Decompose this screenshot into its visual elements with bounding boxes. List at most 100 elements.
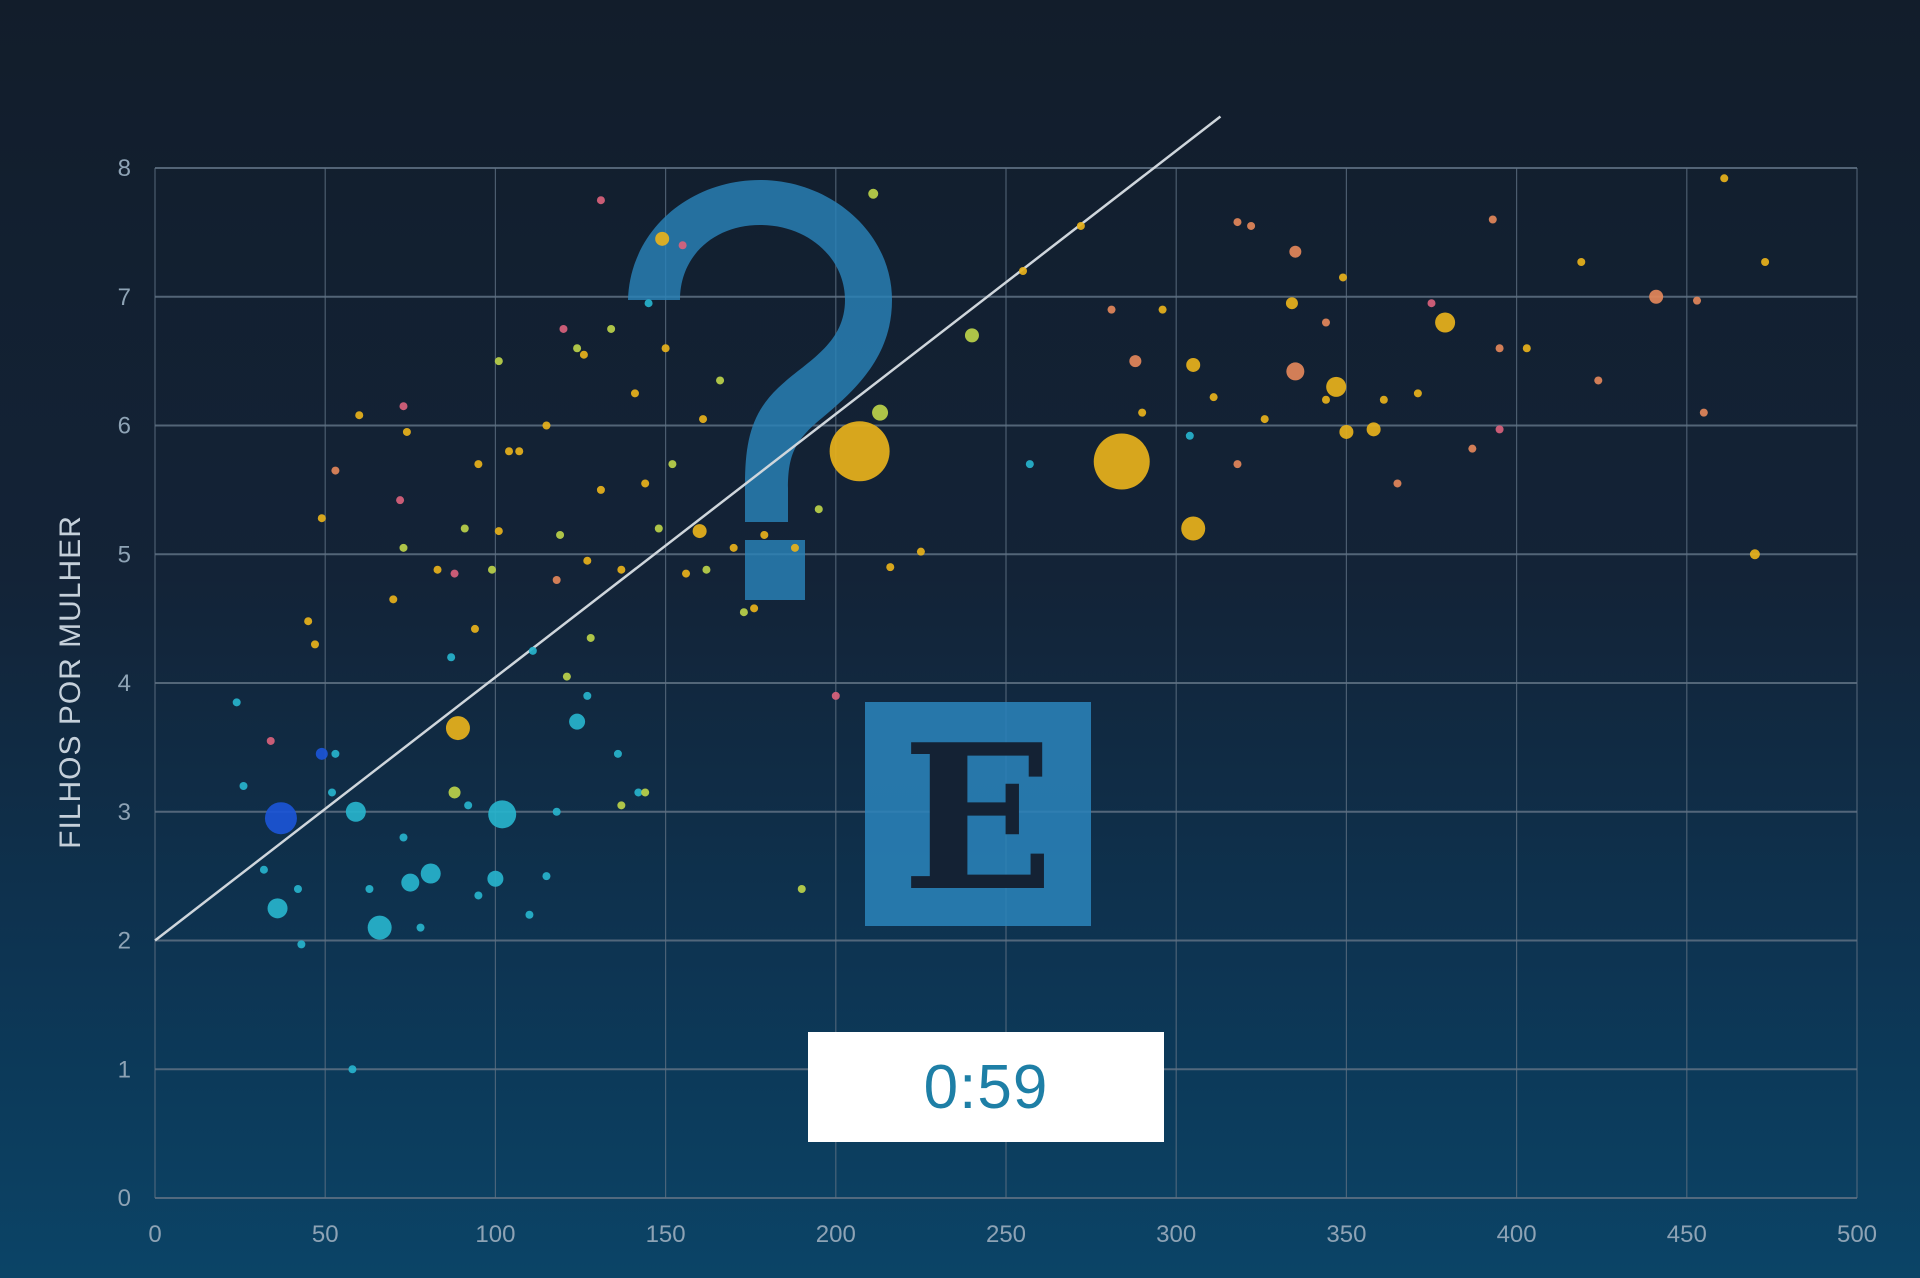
data-point xyxy=(474,891,483,900)
x-tick-label: 500 xyxy=(1837,1221,1877,1248)
data-point xyxy=(583,691,592,700)
data-point xyxy=(1339,424,1354,439)
data-point xyxy=(702,565,711,574)
data-point xyxy=(494,527,503,536)
data-point xyxy=(1247,221,1256,230)
data-point xyxy=(562,672,571,681)
question-mark-e-logo: E xyxy=(628,180,1091,936)
data-point xyxy=(474,460,483,469)
data-point xyxy=(583,556,592,565)
data-point xyxy=(1209,393,1218,402)
data-point xyxy=(399,543,408,552)
data-point xyxy=(445,716,470,741)
data-point xyxy=(1233,460,1242,469)
data-point xyxy=(355,411,364,420)
data-point xyxy=(389,595,398,604)
x-tick-label: 100 xyxy=(475,1221,515,1248)
data-point xyxy=(814,505,823,514)
data-point xyxy=(239,782,248,790)
data-point xyxy=(460,524,469,533)
data-point xyxy=(678,241,687,250)
data-point xyxy=(470,624,479,633)
data-point xyxy=(552,807,561,816)
data-point xyxy=(797,885,806,893)
data-point xyxy=(367,915,392,940)
data-point xyxy=(573,344,582,353)
data-point xyxy=(641,788,650,797)
data-point xyxy=(964,328,979,343)
data-point xyxy=(232,698,241,707)
data-point xyxy=(556,530,565,539)
data-point xyxy=(1393,479,1402,488)
data-point xyxy=(402,427,411,436)
data-point xyxy=(739,608,748,617)
data-point xyxy=(1093,433,1150,490)
trend-line xyxy=(154,115,1222,942)
data-point xyxy=(433,565,442,574)
data-point xyxy=(831,691,840,700)
data-point xyxy=(315,747,328,760)
data-point xyxy=(1019,267,1028,275)
x-tick-label: 200 xyxy=(816,1221,856,1248)
data-point xyxy=(487,565,496,574)
data-point xyxy=(586,633,595,642)
y-tick-label: 3 xyxy=(118,799,131,826)
data-point xyxy=(310,640,319,649)
data-point xyxy=(515,447,524,456)
data-point xyxy=(293,885,302,893)
data-point xyxy=(1522,344,1531,353)
data-point xyxy=(716,376,725,385)
data-point xyxy=(692,524,707,539)
data-point xyxy=(1289,245,1302,258)
data-point xyxy=(760,530,769,539)
data-point xyxy=(1321,318,1330,327)
y-tick-label: 2 xyxy=(118,928,131,955)
data-point xyxy=(634,788,643,797)
data-point xyxy=(1260,415,1269,424)
data-point xyxy=(1577,257,1586,266)
data-point xyxy=(1181,516,1206,541)
data-point xyxy=(1495,344,1504,353)
data-point xyxy=(494,357,503,366)
data-point xyxy=(464,801,473,810)
data-point xyxy=(661,344,670,353)
data-point xyxy=(525,910,534,919)
data-point xyxy=(348,1065,357,1074)
x-tick-label: 400 xyxy=(1497,1221,1537,1248)
data-point xyxy=(1158,305,1167,314)
data-point xyxy=(331,466,340,475)
data-point xyxy=(1720,174,1729,183)
data-point xyxy=(505,447,514,456)
y-tick-label: 8 xyxy=(118,155,131,182)
data-point xyxy=(1185,431,1194,440)
data-point xyxy=(1366,422,1381,437)
data-point xyxy=(617,801,626,810)
data-point xyxy=(1107,305,1116,314)
data-point xyxy=(872,404,889,421)
data-point xyxy=(790,543,799,552)
data-point xyxy=(1468,444,1477,453)
x-axis-tick-labels: 0 50 100 150 200 250 300 350 400 450 500 xyxy=(148,1221,1877,1248)
data-point xyxy=(699,415,708,424)
x-tick-label: 450 xyxy=(1667,1221,1707,1248)
data-point xyxy=(655,231,670,246)
data-point xyxy=(1761,257,1770,266)
x-tick-label: 50 xyxy=(312,1221,339,1248)
data-point xyxy=(1594,376,1603,385)
data-point xyxy=(1025,460,1034,469)
data-point xyxy=(317,514,326,523)
data-point xyxy=(552,576,561,584)
data-point xyxy=(345,801,366,822)
data-point xyxy=(304,617,313,626)
data-point xyxy=(487,870,504,887)
data-point xyxy=(401,873,420,892)
data-point xyxy=(399,402,408,411)
data-point xyxy=(1338,273,1347,282)
y-axis-tick-labels: 0 1 2 3 4 5 6 7 8 xyxy=(118,155,131,1212)
x-tick-label: 150 xyxy=(646,1221,686,1248)
data-point xyxy=(1699,408,1708,417)
data-point xyxy=(1749,549,1760,560)
data-point xyxy=(1326,376,1347,397)
data-point xyxy=(365,885,374,893)
